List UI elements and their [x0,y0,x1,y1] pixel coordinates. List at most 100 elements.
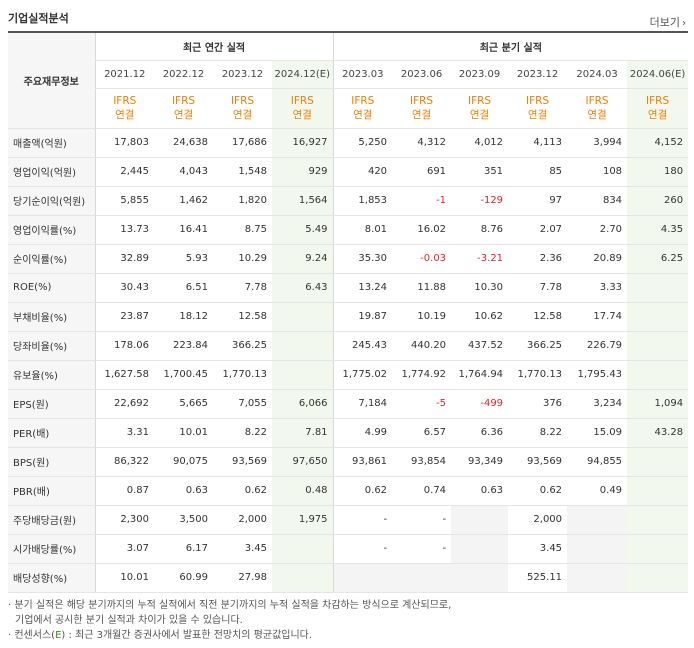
basis-header: IFRS 연결 [154,88,213,129]
more-link[interactable]: 더보기 › [650,14,686,30]
table-cell: 5.49 [272,214,334,245]
table-cell [451,534,509,564]
table-cell: 366.25 [508,331,568,361]
table-cell: 1,775.02 [332,360,393,390]
basis-header: IFRS 연결 [451,88,509,129]
table-cell: 3,234 [567,388,628,419]
table-cell: 0.62 [508,476,568,506]
basis-ifrs: IFRS [351,95,375,107]
table-cell [272,331,334,361]
basis-consolidated: 연결 [173,109,194,121]
basis-header: IFRS 연결 [508,88,568,129]
table-cell: 2,000 [508,504,568,535]
consensus-prefix: · 컨센서스( [8,630,56,641]
table-cell: 11.88 [392,273,452,303]
footnote-quarterly: · 분기 실적은 해당 분기까지의 누적 실적에서 직전 분기까지의 누적 실적… [8,600,452,611]
row-label: BPS(원) [8,447,95,477]
table-cell: 834 [567,186,628,216]
table-cell [627,273,689,303]
table-cell: 245.43 [332,331,393,361]
table-cell: 17.74 [567,301,628,332]
basis-header: IFRS 연결 [213,88,272,129]
table-cell: 94,855 [567,447,628,477]
table-cell: 15.09 [567,418,628,448]
table-cell: 16.41 [154,214,213,245]
table-cell: -5 [392,388,452,419]
table-cell: 2,000 [213,504,272,535]
table-cell: 1,975 [272,504,334,535]
table-cell: - [392,504,452,535]
table-cell: 226.79 [567,331,628,361]
table-cell: 3.45 [508,534,568,564]
table-row: ROE(%) 30.43 6.51 7.78 6.43 13.24 11.88 10.30 7.… [8,273,689,303]
table-row: 당기순이익(억원) 5,855 1,462 1,820 1,564 1,853 -1 -129… [8,186,689,216]
table-row: 순이익률(%) 32.89 5.93 10.29 9.24 35.30 -0.03 -3.21… [8,244,689,274]
table-cell: 4,113 [508,127,568,158]
table-cell: 691 [392,157,452,187]
table-cell: 178.06 [94,331,154,361]
table-row: BPS(원) 86,322 90,075 93,569 97,650 93,861 93,8… [8,447,689,477]
table-cell: 3.33 [567,273,628,303]
table-cell: 351 [451,157,509,187]
consensus-e-mark: E [55,630,62,641]
table-cell: 4.99 [332,418,393,448]
table-cell: 16.02 [392,214,452,245]
period-header: 2023.12 [213,60,272,89]
table-cell: 6.25 [627,244,689,274]
basis-consolidated: 연결 [527,109,548,121]
table-row: 영업이익률(%) 13.73 16.41 8.75 5.49 8.01 16.02 8.76 2… [8,214,689,245]
table-cell: 1,548 [213,157,272,187]
row-label: PBR(배) [8,476,95,506]
table-cell: 8.01 [332,214,393,245]
table-cell: 10.62 [451,301,509,332]
table-cell [627,563,689,593]
table-cell: 7.78 [508,273,568,303]
table-cell: 0.62 [213,476,272,506]
table-cell [567,504,628,535]
period-header: 2024.06(E) [627,60,689,89]
table-cell [272,301,334,332]
table-cell: 10.30 [451,273,509,303]
row-label: 영업이익률(%) [8,214,95,245]
table-cell: -499 [451,388,509,419]
table-cell: 1,770.13 [508,360,568,390]
table-cell: 18.12 [154,301,213,332]
period-header: 2024.03 [567,60,628,89]
table-cell: 1,700.45 [154,360,213,390]
row-label: 주당배당금(원) [8,504,95,535]
table-cell [272,563,334,593]
table-cell: 6.57 [392,418,452,448]
basis-consolidated: 연결 [647,109,668,121]
table-cell: 420 [332,157,393,187]
table-cell: 60.99 [154,563,213,593]
table-cell: 1,770.13 [213,360,272,390]
basis-ifrs: IFRS [409,95,434,107]
basis-header: IFRS 연결 [272,88,334,129]
table-cell: 0.74 [392,476,452,506]
table-row: 주당배당금(원) 2,300 3,500 2,000 1,975- -2,000 [8,504,689,535]
table-cell [272,534,334,564]
table-cell: 1,627.58 [94,360,154,390]
table-cell [451,504,509,535]
table-cell: 85 [508,157,568,187]
table-cell: 23.87 [94,301,154,332]
basis-header: IFRS 연결 [94,88,154,129]
table-cell: 260 [627,186,689,216]
footnote-consensus: · 컨센서스(E) : 최근 3개월간 증권사에서 발표한 전망치의 평균값입니… [8,628,688,643]
table-cell: 27.98 [213,563,272,593]
basis-consolidated: 연결 [353,109,373,121]
basis-ifrs: IFRS [467,95,492,107]
table-cell: 30.43 [94,273,154,303]
basis-consolidated: 연결 [411,109,432,121]
table-cell: 4,152 [627,127,689,158]
more-label[interactable]: 더보기 [649,16,680,29]
table-cell: 0.87 [94,476,154,506]
basis-consolidated: 연결 [232,109,253,121]
table-cell: 97,650 [272,447,334,477]
table-cell: 0.63 [154,476,213,506]
table-row: 당좌비율(%) 178.06 223.84 366.25 245.43 440.20 437… [8,331,689,361]
table-cell: 7,055 [213,388,272,419]
basis-ifrs: IFRS [585,95,609,107]
section-title: 기업실적분석 [8,12,69,25]
table-cell: 8.76 [451,214,509,245]
